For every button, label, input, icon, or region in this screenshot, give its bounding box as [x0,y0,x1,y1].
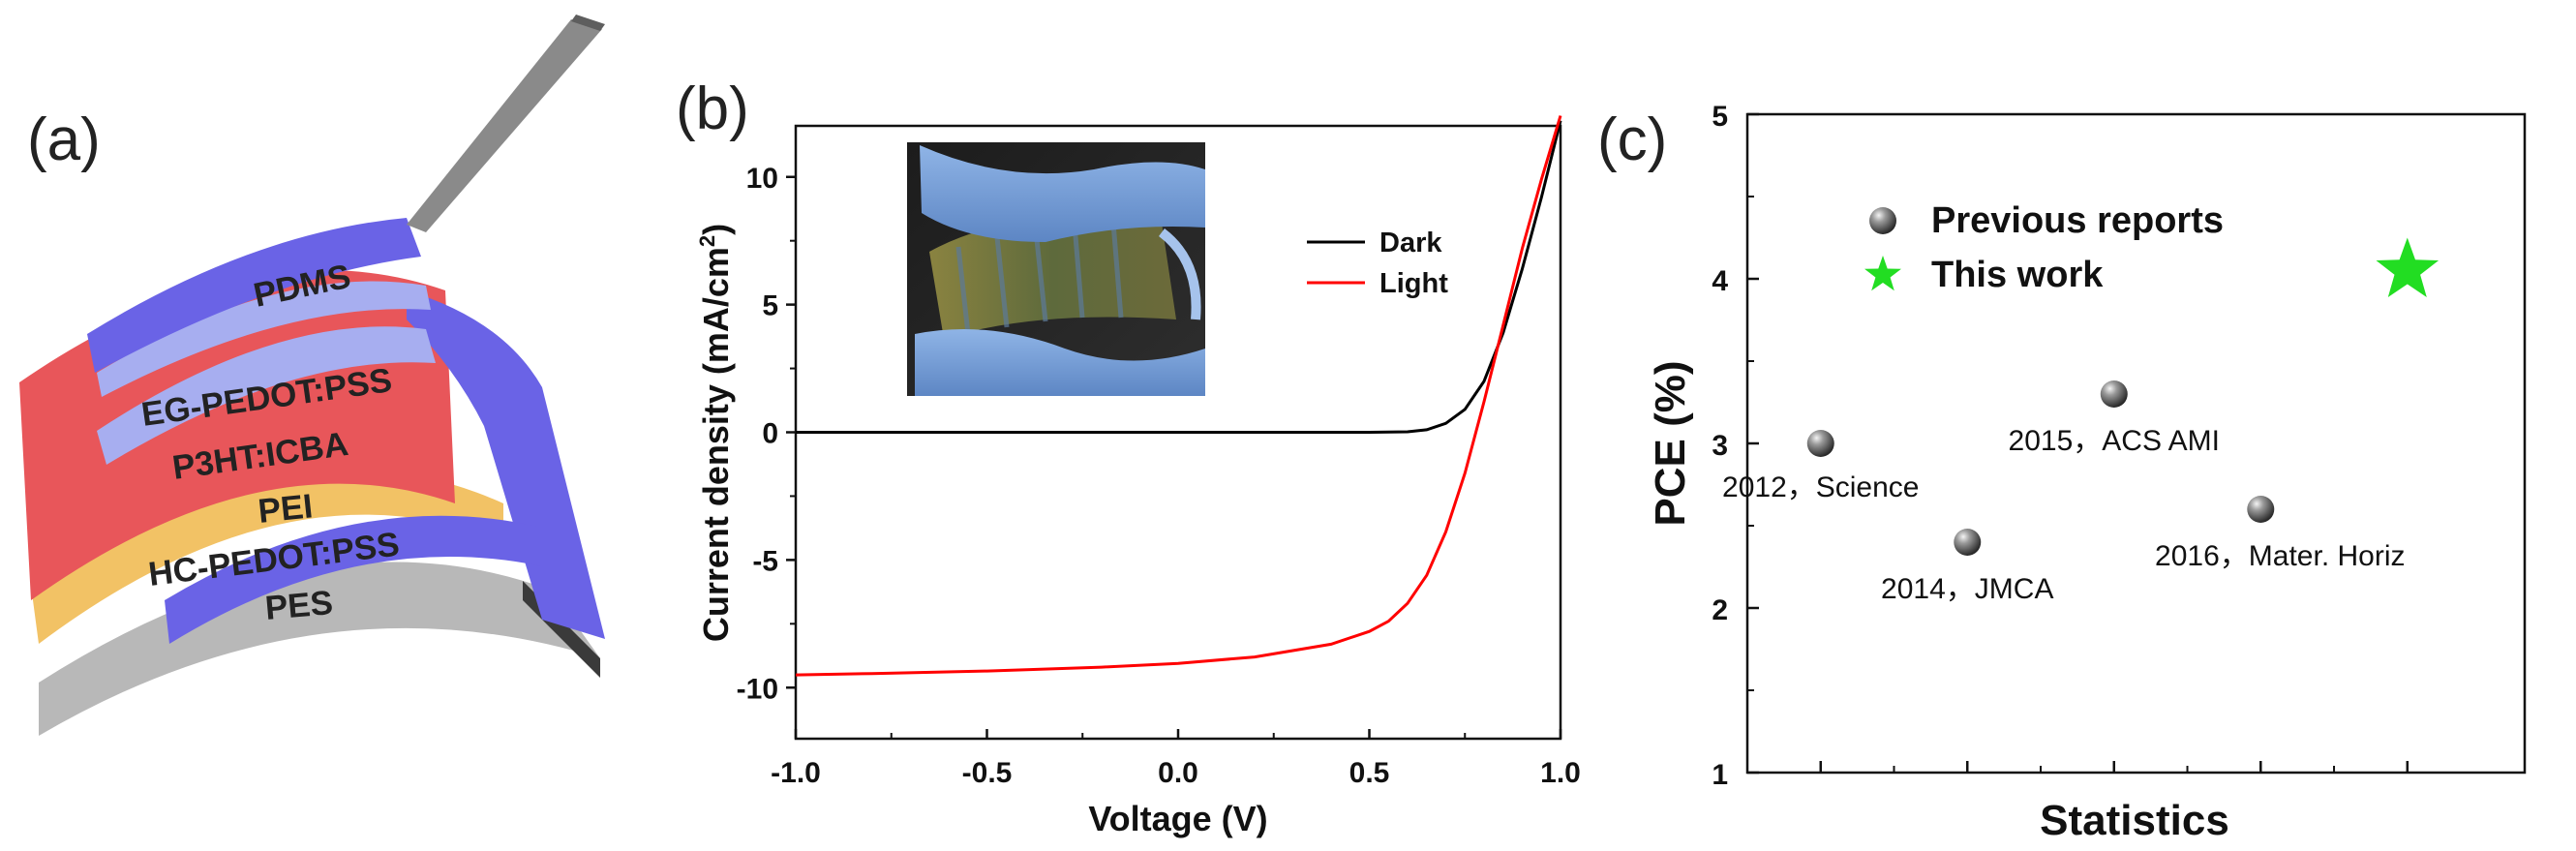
series-line-dark [796,120,1562,434]
chart-b-xtick-label: -0.5 [962,757,1013,789]
eg-pedot-strip [97,326,436,465]
chart-c-ylabel: PCE (%) [1647,360,1694,526]
chart-c-ytick-label: 1 [1712,759,1728,791]
chart-c-xlabel: Statistics [2040,797,2229,844]
point-annotation: 2012，Science [1722,471,1919,503]
layer-label-pes: PES [263,584,334,627]
chart-b-ytick-label: 0 [762,418,778,450]
panel-c: (c) 1 2 3 4 5 2012，Science 2014，JMCA 2015，ACS … [1597,101,2527,844]
previous-report-point [2100,380,2128,408]
chart-b-ticks: -1.0 -0.5 0.0 0.5 1.0 -10 -5 0 5 10 [737,163,1581,789]
panel-b-label: (b) [676,76,749,142]
legend-dark-label: Dark [1379,228,1442,258]
blue-electrode [407,290,605,639]
inset-photo [907,142,1205,396]
legend-star-icon [1864,256,1901,291]
point-annotation: 2015，ACS AMI [2009,425,2220,457]
chart-c-points: 2012，Science 2014，JMCA 2015，ACS AMI 2016，Ma… [1722,237,2440,605]
chart-c-ytick-label: 4 [1712,265,1728,297]
legend-c: Previous reports This work [1864,200,2224,295]
chart-b-ylabel-sup: 2 [695,235,719,247]
hc-pedot-strip [165,515,542,644]
chart-b-xtick-label: -1.0 [771,757,821,789]
chart-c-ytick-label: 2 [1712,594,1728,626]
legend-thiswork-label: This work [1931,255,2104,295]
pdms-strip [87,218,421,373]
chart-c-ytick-label: 5 [1712,101,1728,133]
previous-report-point [2247,496,2275,523]
chart-c-ticks: 1 2 3 4 5 [1712,101,2409,791]
panel-b: (b) -1.0 -0.5 0.0 0.5 1.0 -10 -5 0 5 10 Dark Ligh… [676,76,1581,838]
pes-layer [39,562,600,736]
chart-c-ytick-label: 3 [1712,430,1728,462]
p3ht-strip [97,281,431,397]
chart-b-xtick-label: 1.0 [1540,757,1581,789]
pei-layer [31,469,503,644]
panel-c-label: (c) [1597,106,1667,173]
previous-report-point [1954,529,1982,556]
tweezer-icon [407,19,602,232]
chart-b-ytick-label: 10 [746,163,778,195]
legend-b: Dark Light [1307,228,1448,299]
series-line-light [795,115,1562,677]
chart-b-series [795,115,1562,677]
point-annotation: 2014，JMCA [1881,573,2053,605]
legend-previous-label: Previous reports [1931,200,2224,241]
legend-sphere-icon [1869,207,1896,234]
this-work-star-icon [2376,237,2440,297]
panel-a-label: (a) [27,106,101,173]
chart-b-ytick-label: 5 [762,290,778,322]
chart-b-xtick-label: 0.0 [1158,757,1198,789]
chart-b-ylabel-end: ) [696,224,736,235]
chart-b-xtick-label: 0.5 [1349,757,1390,789]
point-annotation: 2016，Mater. Horiz [2155,540,2405,572]
chart-b-ylabel: Current density (mA/cm2) [695,224,736,642]
chart-b-ytick-label: -5 [752,545,778,577]
chart-b-ylabel-main: Current density (mA/cm [696,247,736,642]
previous-report-point [1806,430,1834,457]
layer-label-pei: PEI [257,487,315,531]
chart-b-xlabel: Voltage (V) [1088,799,1267,838]
panel-a: (a) PDMS EG-PEDOT:PSS P3HT:ICBA PEI HC-P… [19,15,605,736]
tweezer-tip-icon [571,15,605,31]
legend-light-label: Light [1379,268,1448,299]
chart-b-ytick-label: -10 [737,673,778,705]
